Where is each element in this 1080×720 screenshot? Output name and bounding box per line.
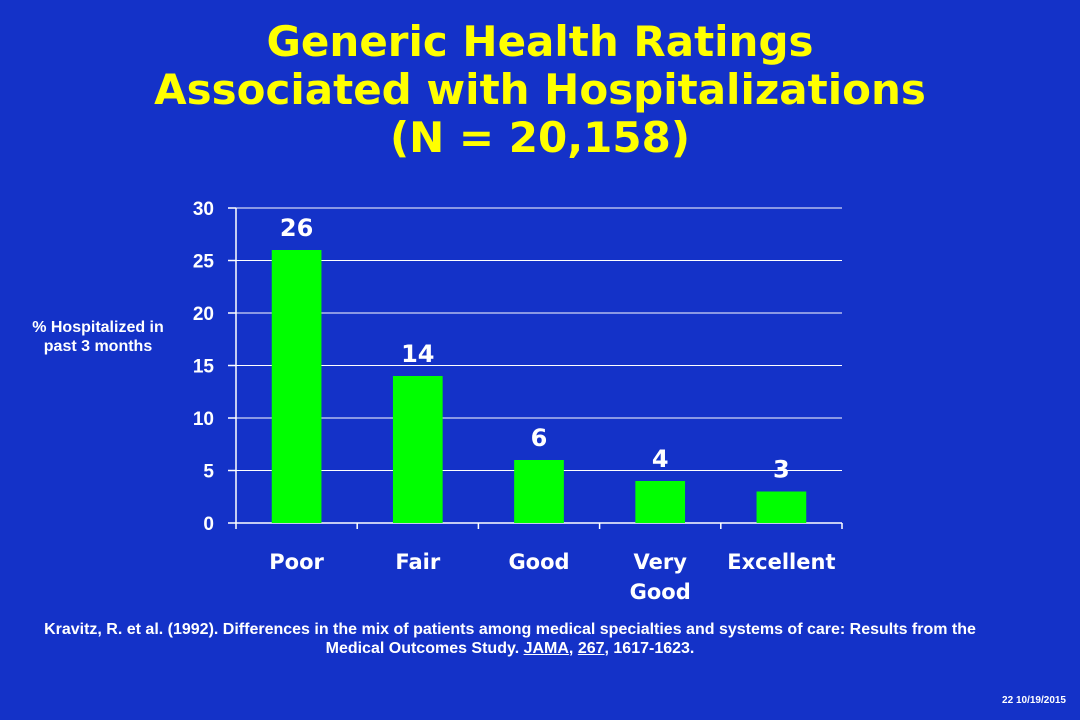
data-label: 4 <box>652 445 669 473</box>
footer-stamp: 22 10/19/2015 <box>1002 695 1066 706</box>
x-tick-label: Fair <box>395 550 440 574</box>
bar-poor <box>271 250 322 523</box>
citation-text: Kravitz, R. et al. (1992). Differences i… <box>44 621 976 657</box>
x-tick-label: Good <box>630 580 691 604</box>
y-tick-label: 25 <box>193 252 215 273</box>
title-line-2: Associated with Hospitalizations <box>154 65 926 114</box>
bar-good <box>514 460 564 523</box>
data-label: 26 <box>280 214 313 242</box>
y-tick-label: 15 <box>193 357 215 378</box>
citation-pages: , 1617-1623. <box>604 640 695 657</box>
bar-fair <box>392 376 443 523</box>
data-label: 3 <box>773 456 790 484</box>
y-tick-label: 5 <box>203 462 214 483</box>
x-tick-label: Poor <box>269 550 324 574</box>
y-tick-label: 0 <box>203 514 214 535</box>
data-label: 14 <box>401 340 434 368</box>
bar-very-good <box>635 481 686 523</box>
x-tick-label: Good <box>508 550 569 574</box>
slide-title: Generic Health Ratings Associated with H… <box>0 18 1080 162</box>
y-axis-label: % Hospitalized in past 3 months <box>32 319 164 355</box>
data-label: 6 <box>531 424 548 452</box>
y-tick-label: 10 <box>193 409 214 430</box>
x-tick-label: Excellent <box>727 550 835 574</box>
bar-excellent <box>756 491 807 523</box>
title-line-1: Generic Health Ratings <box>266 17 814 66</box>
y-tick-label: 30 <box>193 199 214 220</box>
citation: Kravitz, R. et al. (1992). Differences i… <box>40 620 980 658</box>
citation-sep: , <box>568 640 578 657</box>
y-tick-label: 20 <box>193 304 214 325</box>
citation-journal: JAMA <box>523 640 569 657</box>
citation-volume: 267 <box>577 640 605 657</box>
x-tick-label: Very <box>633 550 687 574</box>
title-line-3: (N = 20,158) <box>389 113 691 162</box>
